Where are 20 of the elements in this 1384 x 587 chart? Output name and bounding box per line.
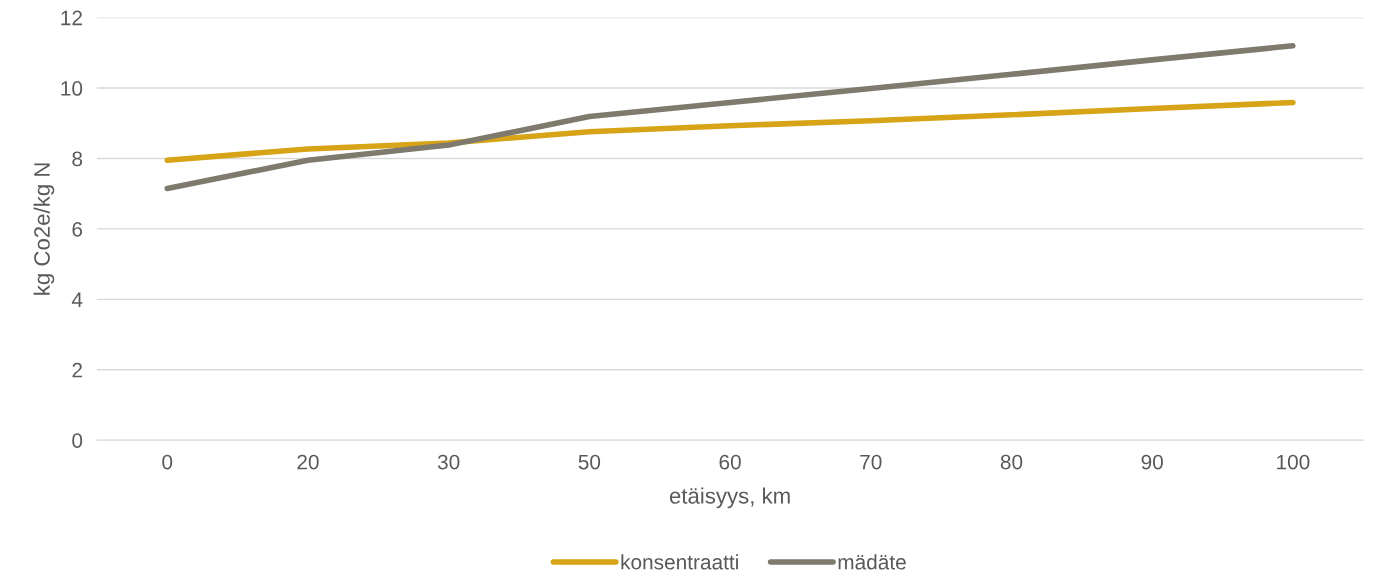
y-axis-title: kg Co2e/kg N [33, 163, 55, 295]
x-tick-label: 60 [719, 454, 741, 470]
y-tick-label: 12 [61, 10, 82, 26]
y-tick-label: 2 [72, 362, 82, 378]
x-tick-label: 100 [1277, 454, 1310, 470]
x-axis-title: etäisyys, km [669, 487, 790, 509]
x-tick-label: 80 [1000, 454, 1023, 470]
x-tick-label: 90 [1141, 454, 1163, 470]
y-tick-label: 0 [72, 433, 83, 448]
x-tick-label: 0 [162, 454, 173, 470]
x-tick-label: 30 [437, 454, 460, 470]
y-tick-label: 4 [71, 292, 83, 307]
y-tick-label: 6 [72, 221, 83, 237]
x-tick-label: 50 [578, 454, 601, 470]
legend-label: mädäte [838, 554, 906, 570]
y-tick-label: 8 [72, 151, 83, 167]
legend-label: konsentraatti [621, 554, 738, 570]
y-tick-label: 10 [61, 81, 83, 96]
x-tick-label: 20 [297, 454, 319, 470]
x-tick-label: 70 [860, 454, 882, 470]
